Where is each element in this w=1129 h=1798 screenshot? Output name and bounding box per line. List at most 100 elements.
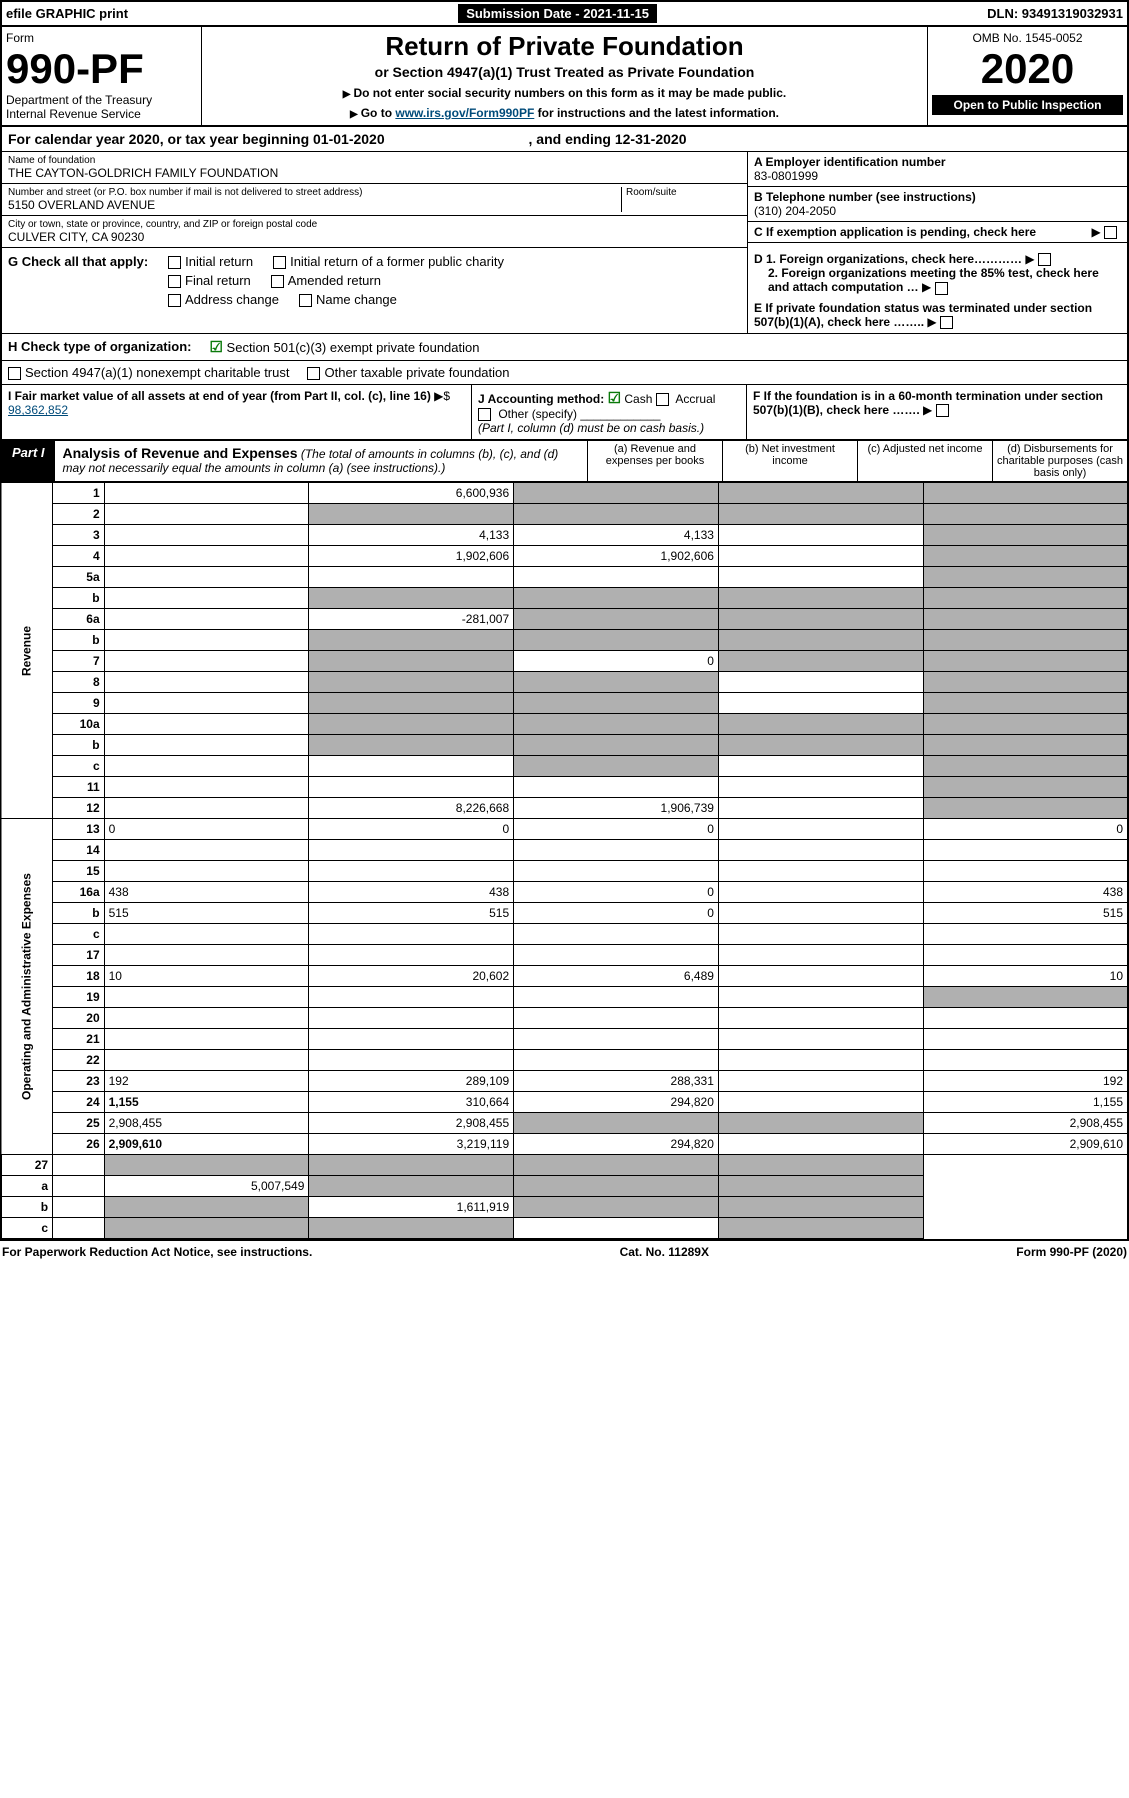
col-b-value [514,567,719,588]
checkbox-accrual[interactable] [656,393,669,406]
line-number: c [1,1218,53,1239]
col-b-value [309,1218,514,1239]
line-number: 16a [53,882,105,903]
irs-link[interactable]: www.irs.gov/Form990PF [395,106,534,120]
checkbox-e[interactable] [940,316,953,329]
checkbox-addr-change[interactable] [168,294,181,307]
col-b-value [514,483,719,504]
tel-label: B Telephone number (see instructions) [754,190,1121,204]
col-a-value: 3,219,119 [309,1134,514,1155]
table-row: 27 [1,1155,1128,1176]
h-check-section-2: Section 4947(a)(1) nonexempt charitable … [0,361,1129,385]
col-a-value: 438 [309,882,514,903]
h-501c3-label: Section 501(c)(3) exempt private foundat… [227,340,480,355]
checkbox-c[interactable] [1104,226,1117,239]
table-row: Revenue16,600,936 [1,483,1128,504]
line-desc [104,840,309,861]
instr2-post: for instructions and the latest informat… [534,106,779,120]
initial-return-label: Initial return [185,254,253,269]
col-d-value: 0 [923,819,1128,840]
line-desc [104,861,309,882]
checkbox-other-pf[interactable] [307,367,320,380]
col-a-value: 6,600,936 [309,483,514,504]
addr-value: 5150 OVERLAND AVENUE [8,198,621,212]
col-d-value [923,504,1128,525]
col-d-head: (d) Disbursements for charitable purpose… [992,441,1127,481]
line-desc [104,945,309,966]
line-number: 21 [53,1029,105,1050]
table-row: 2 [1,504,1128,525]
line-number: 3 [53,525,105,546]
line-number: 1 [53,483,105,504]
col-c-value [514,1176,719,1197]
table-row: 23192289,109288,331192 [1,1071,1128,1092]
table-row: c [1,1218,1128,1239]
line-desc [53,1197,105,1218]
form-header: Form 990-PF Department of the Treasury I… [0,27,1129,127]
line-number: a [1,1176,53,1197]
cell-tel: B Telephone number (see instructions) (3… [748,187,1127,222]
table-row: 20 [1,1008,1128,1029]
checkbox-initial[interactable] [168,256,181,269]
checkbox-initial-former[interactable] [273,256,286,269]
line-number: b [53,588,105,609]
col-b-value: 0 [514,651,719,672]
h-other-label: Other taxable private foundation [324,365,509,380]
line-desc [104,609,309,630]
col-c-value [718,525,923,546]
col-a-value [309,1029,514,1050]
col-b-value [514,777,719,798]
col-d-value [923,945,1128,966]
col-c-value [718,798,923,819]
line-desc [104,1050,309,1071]
checkbox-d1[interactable] [1038,253,1051,266]
table-row: 16a4384380438 [1,882,1128,903]
col-c-value [718,546,923,567]
table-row: 11 [1,777,1128,798]
col-d-value: 192 [923,1071,1128,1092]
line-desc [104,1008,309,1029]
line-desc [104,735,309,756]
col-d-value: 1,155 [923,1092,1128,1113]
checkbox-name-change[interactable] [299,294,312,307]
col-a-value [309,987,514,1008]
submission-date: Submission Date - 2021-11-15 [458,4,657,23]
col-c-value [718,714,923,735]
line-number: 11 [53,777,105,798]
col-c-value [718,840,923,861]
line-number: 23 [53,1071,105,1092]
table-row: 10a [1,714,1128,735]
col-c-value [718,756,923,777]
checkbox-f[interactable] [936,404,949,417]
table-row: 41,902,6061,902,606 [1,546,1128,567]
line-number: 26 [53,1134,105,1155]
checkbox-other-method[interactable] [478,408,491,421]
form-number: 990-PF [6,45,197,93]
line-number: 18 [53,966,105,987]
part-i-table: Revenue16,600,936234,1334,13341,902,6061… [0,482,1129,1239]
checkbox-final[interactable] [168,275,181,288]
j-label: J Accounting method: [478,392,604,406]
header-right: OMB No. 1545-0052 2020 Open to Public In… [927,27,1127,125]
col-d-value [923,1050,1128,1071]
col-d-value [923,1008,1128,1029]
header-center: Return of Private Foundation or Section … [202,27,927,125]
city-value: CULVER CITY, CA 90230 [8,230,741,244]
table-row: 6a-281,007 [1,609,1128,630]
room-label: Room/suite [626,187,741,198]
line-desc: 515 [104,903,309,924]
line-number: 2 [53,504,105,525]
h-label: H Check type of organization: [8,339,191,354]
col-a-value: 310,664 [309,1092,514,1113]
checkbox-d2[interactable] [935,282,948,295]
line-number: b [53,903,105,924]
checkbox-amended[interactable] [271,275,284,288]
col-a-value [309,1008,514,1029]
checkbox-4947[interactable] [8,367,21,380]
line-number: 10a [53,714,105,735]
col-a-value [309,924,514,945]
i-value[interactable]: 98,362,852 [8,403,68,417]
initial-former-label: Initial return of a former public charit… [290,254,504,269]
col-b-value: 0 [514,882,719,903]
line-desc: 1,155 [104,1092,309,1113]
